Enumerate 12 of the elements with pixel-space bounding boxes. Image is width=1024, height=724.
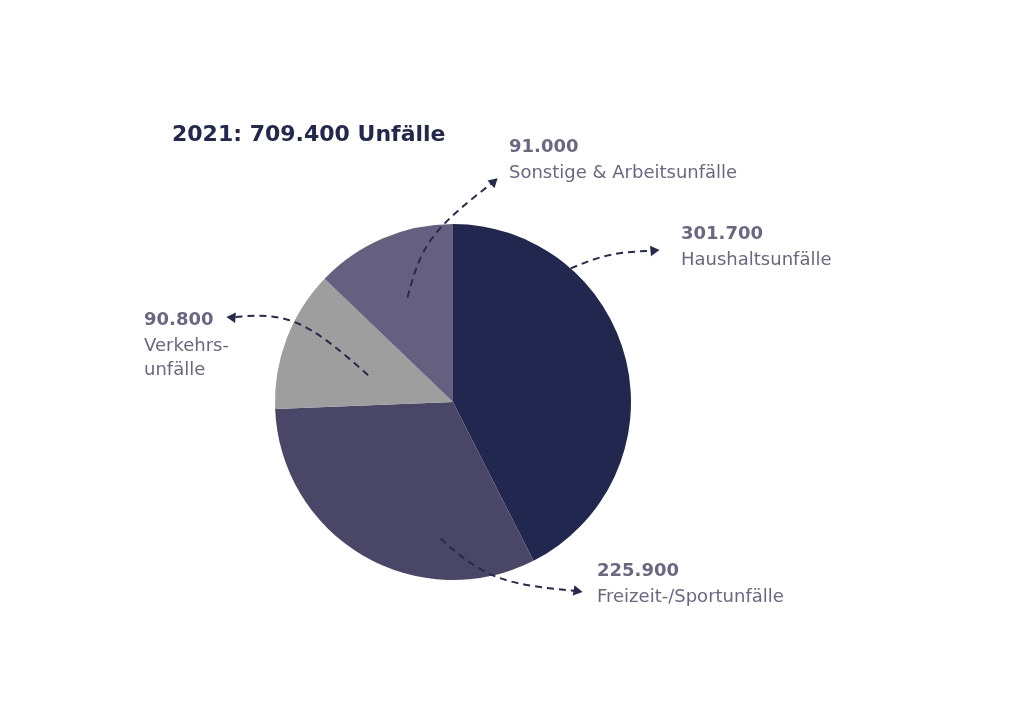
slice-label: Verkehrs- unfälle	[144, 334, 229, 379]
pie-slice	[275, 402, 534, 580]
data-label: 90.800	[144, 308, 214, 329]
data-label: 225.900	[597, 559, 679, 580]
data-label: 301.700	[681, 222, 763, 243]
slice-label: Freizeit-/Sportunfälle	[597, 585, 784, 606]
pie-slice	[275, 278, 453, 410]
slice-label: Sonstige & Arbeitsunfälle	[509, 161, 738, 182]
legend-label: Haushaltsunfälle	[681, 248, 832, 269]
pie-slice	[324, 224, 453, 402]
chart-title: 2021: 709.400 Unfälle	[172, 121, 446, 146]
data-label: 91.000	[509, 135, 579, 156]
